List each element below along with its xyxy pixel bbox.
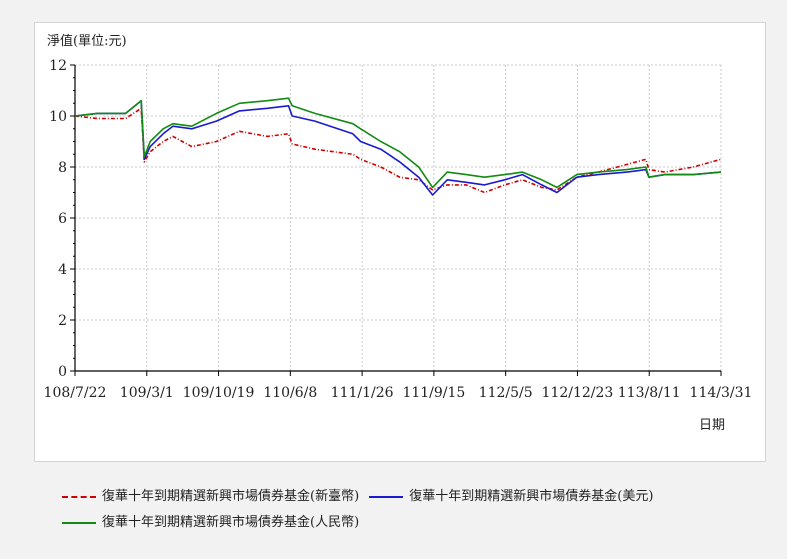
legend-label-twd: 復華十年到期精選新興市場債券基金(新臺幣): [102, 489, 360, 504]
chart-panel: 0 2 4 6 8 10 12 108/7/22 109/3/1 109/10/19 110/6/8…: [34, 22, 766, 462]
legend-label-cny: 復華十年到期精選新興市場債券基金(人民幣): [102, 515, 360, 530]
series-line-twd: [74, 107, 722, 194]
x-tick-label: 108/7/22: [44, 385, 107, 401]
x-axis-label: 日期: [699, 418, 725, 433]
legend-swatch-usd: [369, 496, 404, 498]
series-group: [74, 97, 722, 196]
y-tick-label: 0: [58, 364, 67, 380]
x-tick-label: 114/3/31: [690, 385, 753, 401]
series-line-cny: [74, 97, 722, 189]
legend-label-usd: 復華十年到期精選新興市場債券基金(美元): [409, 489, 654, 504]
x-tick-label: 111/1/26: [331, 385, 394, 401]
x-tick-label: 109/10/19: [183, 385, 255, 401]
y-tick-label: 8: [58, 160, 67, 176]
legend-swatch-cny: [62, 522, 96, 524]
x-tick-label: 113/8/11: [618, 385, 681, 401]
x-tick-label: 109/3/1: [120, 385, 174, 401]
x-tick-label: 110/6/8: [263, 385, 317, 401]
legend-swatch-twd: [62, 496, 96, 498]
x-tick-label: 112/12/23: [542, 385, 614, 401]
legend-item-usd: 復華十年到期精選新興市場債券基金(美元): [369, 484, 653, 510]
y-tick-label: 4: [58, 262, 67, 278]
y-tick-label: 12: [49, 58, 67, 74]
x-tick-label: 111/9/15: [402, 385, 465, 401]
legend-item-cny: 復華十年到期精選新興市場債券基金(人民幣): [62, 510, 359, 536]
x-tick-label: 112/5/5: [479, 385, 533, 401]
line-chart: 0 2 4 6 8 10 12 108/7/22 109/3/1 109/10/19 110/6/8…: [44, 33, 753, 433]
chart-legend: 復華十年到期精選新興市場債券基金(新臺幣) 復華十年到期精選新興市場債券基金(美…: [62, 482, 659, 534]
legend-item-twd: 復華十年到期精選新興市場債券基金(新臺幣): [62, 484, 359, 510]
grid: [75, 64, 722, 371]
y-tick-label: 6: [58, 211, 67, 227]
y-tick-label: 2: [58, 313, 67, 329]
y-tick-label: 10: [49, 109, 67, 125]
axes: 0 2 4 6 8 10 12 108/7/22 109/3/1 109/10/19 110/6/8…: [44, 58, 753, 401]
y-axis-label: 淨值(單位:元): [47, 33, 127, 49]
series-line-usd: [74, 99, 722, 196]
